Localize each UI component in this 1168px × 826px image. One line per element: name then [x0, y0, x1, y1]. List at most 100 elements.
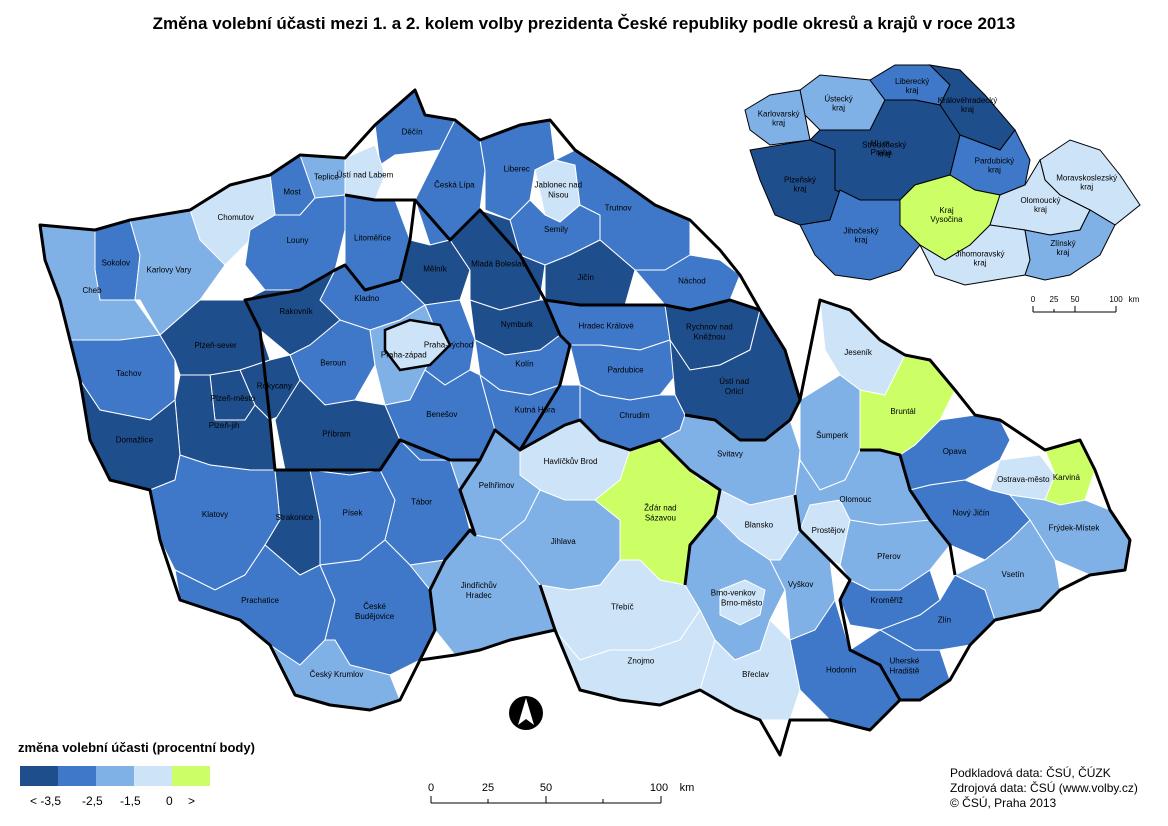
- region-label-zlinsky-kraj: kraj: [1057, 248, 1070, 257]
- district-label-trebic: Třebíč: [611, 603, 634, 612]
- district-label-nymburk: Nymburk: [501, 320, 534, 329]
- inset-scale-labels: 0 25 50 100 km: [1031, 295, 1140, 304]
- inset-labels-layer: ÚsteckýkrajLibereckýkrajKarlovarskýkrajK…: [758, 77, 1117, 267]
- region-border: [793, 494, 902, 701]
- legend-swatch-1: [20, 766, 58, 786]
- scale-tick-0: 0: [428, 782, 434, 794]
- district-label-novy-jicin: Nový Jičín: [953, 509, 990, 518]
- region-border: [684, 399, 802, 442]
- district-label-klatovy: Klatovy: [202, 510, 228, 519]
- scale-unit: km: [680, 782, 695, 794]
- district-label-jesenik: Jeseník: [844, 348, 873, 357]
- district-label-beroun: Beroun: [320, 359, 346, 368]
- district-label-usti-nad-orlici: Orlicí: [725, 387, 744, 396]
- district-praha: [383, 318, 452, 372]
- district-label-ceske-budejovice: Budějovice: [355, 612, 395, 621]
- district-mlada-boleslav: [449, 209, 546, 311]
- district-label-trutnov: Trutnov: [605, 204, 632, 213]
- region-label-olomoucky-kraj: kraj: [1034, 205, 1047, 214]
- district-label-jindrichuv-hradec: Hradec: [466, 591, 492, 600]
- district-label-usti-nad-orlici: Ústí nad: [719, 377, 749, 386]
- district-label-prerov: Přerov: [877, 552, 901, 561]
- source-line-2: Zdrojová data: ČSÚ (www.volby.cz): [950, 781, 1138, 795]
- district-label-jindrichuv-hradec: Jindřichův: [461, 581, 497, 590]
- region-label-jihocesky-kraj: kraj: [854, 236, 867, 245]
- region-border: [344, 193, 415, 202]
- region-label-olomoucky-kraj: Olomoucký: [1020, 196, 1060, 205]
- district-label-cheb: Cheb: [82, 286, 102, 295]
- region-label-liberecky-kraj: Liberecký: [895, 77, 929, 86]
- district-label-chrudim: Chrudim: [619, 411, 650, 420]
- legend-swatch-3: [96, 766, 134, 786]
- legend-label-3: -1,5: [120, 794, 141, 808]
- legend-label-2: -2,5: [82, 794, 103, 808]
- district-label-liberec: Liberec: [504, 164, 530, 173]
- district-label-semily: Semily: [544, 225, 568, 234]
- region-label-ustecky-kraj: kraj: [832, 103, 845, 112]
- legend-title: změna volební účasti (procentní body): [18, 740, 255, 755]
- district-label-uherske-hradiste: Hradiště: [890, 667, 920, 676]
- region-label-pardubicky-kraj: kraj: [988, 166, 1001, 175]
- district-label-zlin: Zlín: [938, 615, 951, 624]
- scale-bar: [430, 796, 662, 804]
- district-label-blansko: Blansko: [745, 520, 774, 529]
- region-karlovarsky-kraj: [744, 89, 811, 146]
- legend-swatch-5: [172, 766, 210, 786]
- inset-scale-tick-25: 25: [1050, 295, 1059, 304]
- scale-tick-25: 25: [482, 782, 494, 794]
- district-label-melnik: Mělník: [423, 265, 448, 274]
- legend-label-5: >: [188, 794, 196, 808]
- district-label-ceska-lipa: Česká Lípa: [434, 180, 475, 189]
- region-label-karlovarsky-kraj: Karlovarský: [758, 109, 800, 118]
- district-label-olomouc: Olomouc: [839, 495, 871, 504]
- district-label-rychnov-nad-kneznou: Kněžnou: [694, 332, 726, 341]
- region-label-plzensky-kraj: Plzeňský: [784, 175, 816, 184]
- district-label-vyskov: Vyškov: [788, 580, 814, 589]
- district-label-kladno: Kladno: [354, 294, 379, 303]
- north-arrow-icon: [509, 696, 543, 730]
- district-rakovnik: [244, 268, 341, 356]
- legend-label-4: 0: [166, 794, 173, 808]
- district-label-pelhrimov: Pelhřimov: [479, 481, 515, 490]
- district-label-brno-mesto: Brno-město: [721, 599, 763, 608]
- district-label-ostrava-mesto: Ostrava-město: [997, 475, 1050, 484]
- region-label-plzensky-kraj: kraj: [794, 184, 807, 193]
- district-label-prostejov: Prostějov: [812, 526, 845, 535]
- region-border: [275, 438, 482, 661]
- district-label-ceske-budejovice: České: [363, 602, 386, 611]
- district-label-hradec-kralove: Hradec Králové: [579, 322, 635, 331]
- inset-scale-unit: km: [1129, 295, 1140, 304]
- district-label-jablonec-nad-nisou: Jablonec nad: [535, 181, 583, 190]
- district-label-plzen-jih: Plzeň-jih: [209, 421, 240, 430]
- district-label-domazlice: Domažlice: [116, 435, 154, 444]
- district-label-chomutov: Chomutov: [217, 213, 253, 222]
- district-label-tachov: Tachov: [116, 369, 141, 378]
- district-label-opava: Opava: [943, 447, 967, 456]
- district-label-pribram: Příbram: [322, 430, 351, 439]
- region-border: [519, 418, 722, 631]
- district-vsetin: [953, 519, 1061, 621]
- map-title: Změna volební účasti mezi 1. a 2. kolem …: [152, 14, 1016, 33]
- region-label-moravskoslezsky-kraj: Moravskoslezský: [1056, 174, 1117, 183]
- district-label-cesky-krumlov: Český Krumlov: [310, 670, 364, 679]
- region-zlinsky-kraj: [1024, 209, 1116, 281]
- district-label-rychnov-nad-kneznou: Rychnov nad: [686, 322, 733, 331]
- region-label-ustecky-kraj: Ústecký: [824, 94, 852, 103]
- district-label-jihlava: Jihlava: [551, 537, 576, 546]
- district-label-louny: Louny: [287, 236, 309, 245]
- district-label-most: Most: [283, 188, 301, 197]
- district-label-zdar-nad-sazavou: Žďár nad: [644, 504, 677, 513]
- legend-label-1: < -3,5: [30, 794, 62, 808]
- district-label-karvina: Karviná: [1053, 473, 1081, 482]
- region-label-hl-m-praha: Praha: [871, 148, 893, 157]
- district-label-svitavy: Svitavy: [717, 450, 743, 459]
- region-label-kraj-vysocina: Kraj: [939, 206, 953, 215]
- district-label-prachatice: Prachatice: [241, 596, 279, 605]
- district-label-vsetin: Vsetín: [1001, 570, 1024, 579]
- region-label-karlovarsky-kraj: kraj: [772, 118, 785, 127]
- district-label-strakonice: Strakonice: [276, 513, 314, 522]
- district-label-kolin: Kolín: [515, 359, 533, 368]
- region-label-kralovehradecky-kraj: Královéhradecký: [938, 96, 998, 105]
